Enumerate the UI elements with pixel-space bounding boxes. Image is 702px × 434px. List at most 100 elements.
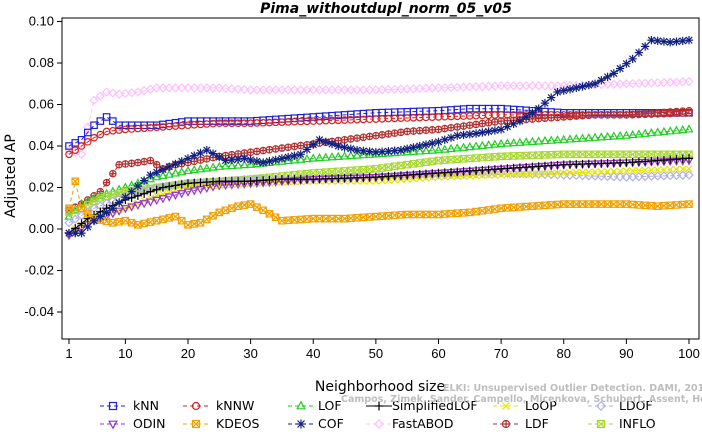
legend-marker bbox=[595, 400, 607, 412]
data-point bbox=[684, 76, 694, 87]
data-point bbox=[634, 172, 644, 182]
legend-marker bbox=[191, 401, 201, 411]
data-point bbox=[408, 84, 419, 94]
data-point bbox=[466, 121, 474, 130]
data-point bbox=[616, 167, 624, 175]
data-point bbox=[671, 77, 682, 87]
data-point bbox=[433, 83, 444, 93]
data-point bbox=[522, 112, 531, 122]
data-point bbox=[121, 193, 130, 202]
data-point bbox=[378, 164, 386, 172]
data-point bbox=[603, 111, 612, 119]
data-point bbox=[503, 171, 512, 179]
data-point bbox=[590, 132, 600, 141]
data-point bbox=[440, 135, 449, 144]
data-point bbox=[484, 140, 494, 149]
data-point bbox=[672, 165, 681, 173]
data-point bbox=[571, 170, 581, 181]
data-point bbox=[616, 111, 624, 119]
data-point bbox=[553, 169, 562, 177]
data-point bbox=[277, 85, 287, 95]
data-point bbox=[628, 54, 637, 64]
data-point bbox=[215, 208, 224, 217]
data-point bbox=[258, 85, 268, 95]
data-point bbox=[584, 133, 594, 142]
x-tick-label: 60 bbox=[431, 346, 445, 361]
data-point bbox=[478, 119, 487, 128]
data-point bbox=[196, 156, 205, 164]
data-point bbox=[452, 143, 462, 152]
data-point bbox=[76, 149, 87, 159]
data-point bbox=[146, 218, 155, 226]
data-point bbox=[265, 157, 274, 166]
data-point bbox=[540, 135, 550, 145]
legend-label: LoOP bbox=[525, 398, 557, 413]
data-point bbox=[409, 143, 418, 152]
data-point bbox=[95, 91, 106, 101]
data-point bbox=[490, 126, 500, 135]
data-point bbox=[239, 84, 250, 95]
legend-marker bbox=[373, 418, 385, 430]
data-point bbox=[433, 145, 444, 154]
data-point bbox=[309, 214, 318, 223]
data-point bbox=[397, 211, 405, 219]
data-point bbox=[453, 131, 462, 140]
data-point bbox=[189, 187, 199, 196]
data-point bbox=[434, 210, 443, 219]
data-point bbox=[515, 137, 525, 146]
data-point bbox=[315, 214, 324, 223]
data-point bbox=[83, 222, 92, 232]
x-tick-label: 70 bbox=[494, 346, 508, 361]
data-point bbox=[521, 137, 531, 146]
data-point bbox=[666, 38, 675, 47]
data-point bbox=[314, 152, 325, 162]
data-point bbox=[309, 140, 318, 149]
legend-label: INFLO bbox=[619, 416, 656, 431]
data-point bbox=[133, 191, 143, 200]
data-point bbox=[127, 218, 136, 227]
data-point bbox=[308, 153, 318, 162]
data-point bbox=[672, 37, 681, 46]
data-point bbox=[158, 183, 168, 192]
data-point bbox=[358, 85, 369, 95]
data-point bbox=[540, 81, 550, 91]
data-point bbox=[315, 135, 324, 144]
data-point bbox=[678, 200, 687, 209]
data-point bbox=[527, 169, 538, 179]
data-point bbox=[171, 212, 180, 221]
data-point bbox=[547, 93, 556, 102]
data-point bbox=[214, 161, 224, 170]
data-point bbox=[403, 160, 411, 169]
data-point bbox=[215, 152, 224, 162]
y-axis-label: Adjusted AP bbox=[3, 134, 19, 218]
data-point bbox=[484, 206, 493, 214]
data-point bbox=[540, 169, 550, 180]
data-point bbox=[389, 84, 400, 95]
data-point bbox=[202, 163, 212, 172]
data-point bbox=[665, 77, 675, 87]
data-point bbox=[665, 126, 675, 135]
data-point bbox=[571, 133, 581, 143]
data-point bbox=[483, 81, 494, 91]
data-point bbox=[509, 119, 518, 129]
data-point bbox=[408, 146, 418, 155]
legend: kNN kNNW LOF SimplifiedLOF LoOP LDOF ODIN KDEOS… bbox=[100, 398, 656, 431]
data-point bbox=[427, 83, 437, 93]
data-point bbox=[565, 170, 575, 180]
data-point bbox=[653, 36, 662, 46]
data-point bbox=[76, 199, 87, 208]
data-point bbox=[134, 158, 142, 167]
data-point bbox=[528, 108, 537, 117]
x-tick-label: 80 bbox=[557, 346, 571, 361]
data-point bbox=[90, 121, 98, 130]
data-point bbox=[146, 187, 155, 196]
data-point bbox=[384, 130, 393, 138]
data-point bbox=[114, 198, 124, 207]
data-point bbox=[465, 82, 475, 92]
data-point bbox=[572, 150, 581, 159]
data-point bbox=[616, 200, 624, 208]
data-point bbox=[478, 172, 486, 180]
data-point bbox=[397, 128, 405, 137]
x-tick-label: 40 bbox=[306, 346, 320, 361]
data-point bbox=[120, 205, 130, 214]
